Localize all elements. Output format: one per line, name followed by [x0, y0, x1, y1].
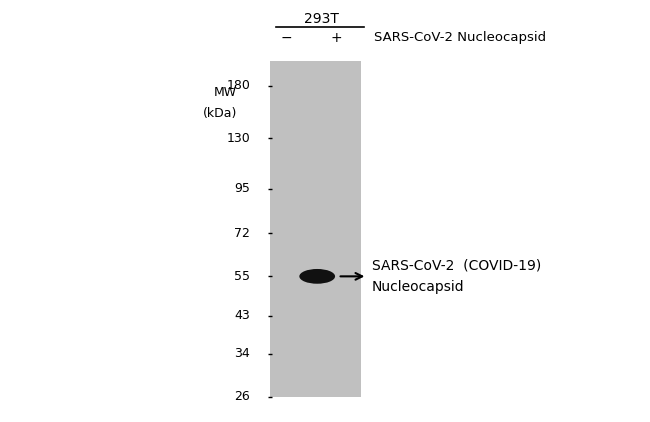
Text: SARS-CoV-2  (COVID-19): SARS-CoV-2 (COVID-19): [372, 259, 541, 273]
Ellipse shape: [299, 269, 335, 284]
Text: 293T: 293T: [304, 12, 339, 26]
Text: 72: 72: [235, 227, 250, 240]
Text: 55: 55: [234, 270, 250, 283]
Text: 26: 26: [235, 390, 250, 403]
Text: 180: 180: [226, 79, 250, 92]
Text: 43: 43: [235, 309, 250, 322]
Text: +: +: [331, 31, 343, 45]
Text: 130: 130: [226, 132, 250, 145]
Bar: [270, 61, 361, 397]
Text: 95: 95: [235, 182, 250, 195]
Text: 34: 34: [235, 347, 250, 360]
Text: −: −: [280, 31, 292, 45]
Text: (kDa): (kDa): [203, 108, 237, 120]
Text: SARS-CoV-2 Nucleocapsid: SARS-CoV-2 Nucleocapsid: [374, 32, 546, 44]
Text: MW: MW: [214, 87, 237, 99]
Text: Nucleocapsid: Nucleocapsid: [372, 280, 464, 294]
